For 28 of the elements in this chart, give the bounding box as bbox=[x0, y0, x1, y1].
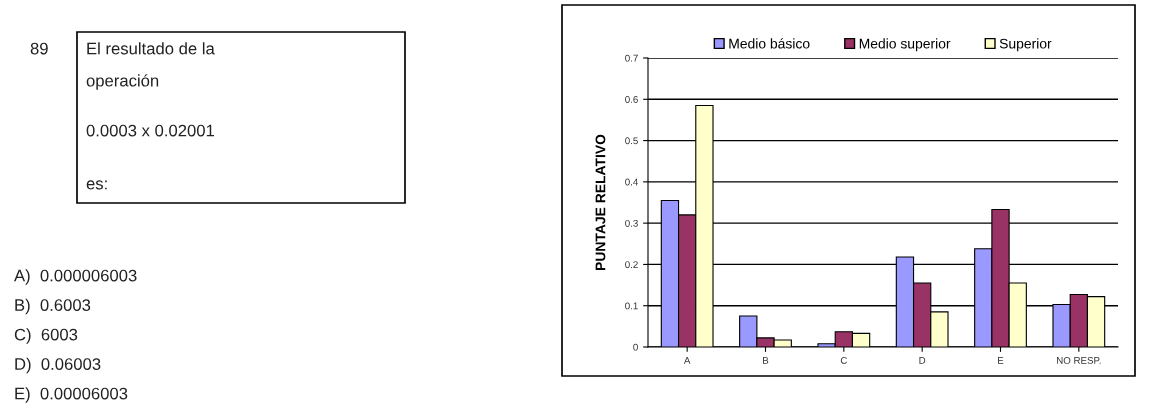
legend-label: Medio superior bbox=[859, 38, 951, 52]
text: 0.0003 x 0.02001 bbox=[86, 124, 214, 137]
x-tick-label: E bbox=[998, 357, 1004, 364]
text: operación bbox=[86, 74, 159, 90]
legend-label: Medio básico bbox=[729, 38, 810, 49]
y-tick-label: 0.5 bbox=[625, 137, 638, 145]
x-tick-label: NO RESP. bbox=[1057, 356, 1101, 364]
x-tick-label: C bbox=[840, 356, 847, 364]
text: El resultado de la bbox=[87, 42, 215, 55]
y-tick-label: 0.1 bbox=[625, 302, 638, 310]
text: es: bbox=[86, 180, 107, 190]
text: C) 6003 bbox=[14, 328, 78, 344]
x-tick-label: B bbox=[763, 357, 769, 364]
text: B) 0.6003 bbox=[15, 298, 91, 315]
text: E) 0.00006003 bbox=[15, 387, 128, 403]
y-tick-label: 0.2 bbox=[625, 261, 638, 269]
x-tick-label: D bbox=[919, 357, 926, 364]
text: A) 0.000006003 bbox=[14, 269, 137, 285]
text: 89 bbox=[30, 42, 48, 55]
y-tick-label: 0.6 bbox=[625, 96, 638, 103]
x-tick-label: A bbox=[683, 357, 691, 364]
text: D) 0.06003 bbox=[15, 357, 101, 374]
y-tick-label: 0 bbox=[633, 343, 638, 351]
y-tick-label: 0.7 bbox=[625, 54, 638, 62]
y-tick-label: 0.4 bbox=[625, 178, 638, 186]
y-axis-title: PUNTAJE RELATIVO bbox=[595, 134, 606, 270]
y-tick-label: 0.3 bbox=[625, 219, 638, 227]
legend-label: Superior bbox=[999, 38, 1052, 52]
